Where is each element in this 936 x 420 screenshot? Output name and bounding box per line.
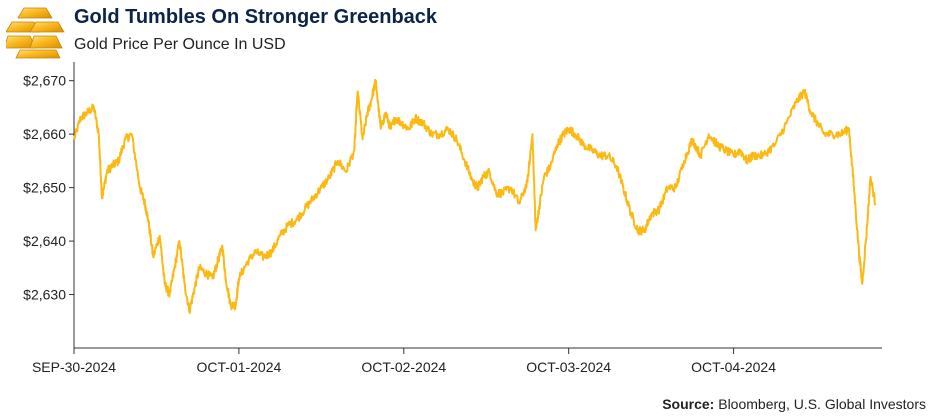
x-tick-label: OCT-02-2024 (361, 359, 446, 375)
source-label: Source: (662, 396, 715, 412)
plot-area (73, 78, 877, 314)
chart-title: Gold Tumbles On Stronger Greenback (74, 6, 438, 28)
source-note: Source: Bloomberg, U.S. Global Investors (662, 396, 926, 412)
source-text: Bloomberg, U.S. Global Investors (718, 396, 926, 412)
x-axis: SEP-30-2024 OCT-01-2024 OCT-02-2024 OCT-03-… (32, 347, 882, 375)
x-tick-label: OCT-03-2024 (526, 359, 611, 375)
y-tick-label: $2,640 (23, 233, 66, 249)
x-tick-label: SEP-30-2024 (32, 359, 116, 375)
gold-bars-icon (6, 7, 65, 59)
series-line (73, 78, 877, 314)
x-tick-label: OCT-01-2024 (196, 359, 281, 375)
y-tick-label: $2,670 (23, 73, 66, 89)
x-tick-label: OCT-04-2024 (691, 359, 776, 375)
y-tick-label: $2,660 (23, 126, 66, 142)
y-tick-label: $2,630 (23, 287, 66, 303)
y-tick-label: $2,650 (23, 180, 66, 196)
y-axis: $2,630 $2,640 $2,650 $2,660 $2,670 (23, 62, 75, 348)
chart-subtitle: Gold Price Per Ounce In USD (74, 36, 286, 53)
